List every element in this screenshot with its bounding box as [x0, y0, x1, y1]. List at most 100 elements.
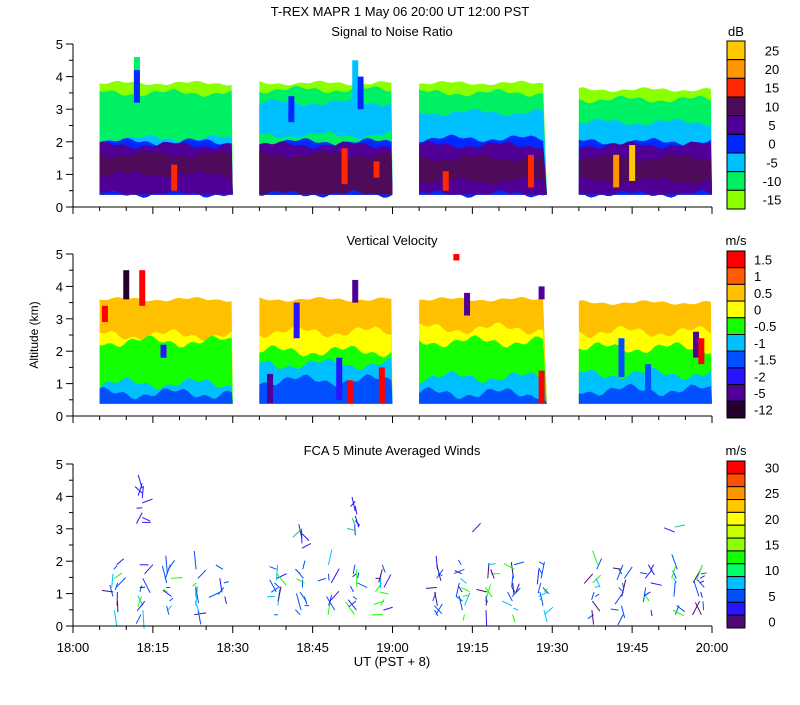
heatmap-feature [629, 145, 635, 181]
y-tick-label: 1 [56, 587, 63, 602]
heatmap-feature [139, 270, 145, 306]
colorbar-swatch [727, 474, 745, 487]
heatmap-feature [613, 155, 619, 188]
y-tick-label: 3 [56, 522, 63, 537]
colorbar-label: -10 [763, 174, 782, 189]
heatmap-feature [352, 280, 358, 303]
colorbar-swatch [727, 551, 745, 564]
wind-vector [303, 561, 305, 570]
wind-vector [328, 550, 331, 565]
wind-vector [162, 566, 166, 583]
wind-vector [675, 525, 685, 527]
wind-vector [458, 586, 462, 592]
colorbar-swatch [727, 268, 745, 285]
colorbar-swatch [727, 97, 745, 116]
colorbar-label: 0 [768, 137, 775, 152]
x-tick-label: 18:30 [216, 640, 249, 655]
wind-vector [477, 589, 488, 592]
wind-vector [114, 573, 122, 578]
wind-vector [458, 560, 461, 565]
wind-vector [166, 556, 168, 574]
colorbar-label: -0.5 [754, 319, 776, 334]
colorbar-label: 20 [765, 512, 779, 527]
colorbar-swatch [727, 301, 745, 318]
heatmap-feature [134, 70, 140, 103]
colorbar-label: 5 [768, 589, 775, 604]
colorbar-swatch [727, 368, 745, 385]
velocity-panel-title: Vertical Velocity [346, 233, 438, 248]
wind-vector [142, 517, 150, 521]
wind-vector [353, 597, 357, 600]
wind-vector [508, 592, 513, 601]
colorbar-swatch [727, 577, 745, 590]
y-tick-label: 3 [56, 102, 63, 117]
colorbar-swatch [727, 512, 745, 525]
wind-vector [514, 562, 524, 565]
figure-title: T-REX MAPR 1 May 06 20:00 UT 12:00 PST [271, 4, 529, 19]
wind-vector [463, 595, 469, 597]
wind-vector [328, 574, 329, 581]
y-tick-label: 3 [56, 312, 63, 327]
wind-vector [592, 601, 600, 611]
y-tick-label: 4 [56, 489, 63, 504]
heatmap-feature [123, 270, 129, 299]
colorbar-swatch [727, 615, 745, 628]
colorbar-label: 15 [765, 538, 779, 553]
colorbar-swatch [727, 116, 745, 135]
wind-vector [136, 513, 142, 524]
colorbar-label: -5 [754, 386, 766, 401]
wind-vector [358, 572, 359, 578]
winds-colorbar-unit: m/s [726, 443, 747, 458]
wind-vector [513, 615, 515, 623]
wind-vector [619, 587, 623, 591]
wind-vector [456, 583, 459, 597]
colorbar-label: 25 [765, 43, 779, 58]
wind-vector [198, 570, 206, 578]
colorbar-swatch [727, 172, 745, 191]
colorbar-label: -12 [754, 403, 773, 418]
heatmap-feature [464, 293, 470, 316]
wind-vector [114, 610, 116, 626]
wind-vector [274, 583, 280, 588]
wind-vector [674, 581, 675, 596]
wind-vector [224, 582, 229, 583]
colorbar-swatch [727, 461, 745, 474]
wind-vector [472, 523, 480, 532]
wind-vector [357, 583, 367, 588]
wind-vector [592, 610, 594, 624]
colorbar-swatch [727, 351, 745, 368]
winds-panel-title: FCA 5 Minute Averaged Winds [304, 443, 481, 458]
snr-panel-title: Signal to Noise Ratio [331, 24, 452, 39]
wind-vector [640, 573, 647, 574]
y-tick-label: 0 [56, 409, 63, 424]
y-tick-label: 2 [56, 554, 63, 569]
velocity-colorbar-unit: m/s [726, 233, 747, 248]
wind-vector [380, 592, 388, 594]
colorbar-label: 15 [765, 81, 779, 96]
wind-vector [112, 574, 113, 588]
wind-vector [664, 528, 674, 532]
wind-vector [672, 554, 677, 569]
wind-vector [488, 563, 489, 578]
wind-vector [465, 593, 470, 606]
colorbar-swatch [727, 500, 745, 513]
x-tick-label: 19:15 [456, 640, 489, 655]
y-tick-label: 1 [56, 377, 63, 392]
wind-vector [114, 566, 117, 570]
wind-vector [486, 610, 487, 625]
colorbar-swatch [727, 190, 745, 209]
wind-vector [145, 565, 153, 574]
x-tick-label: 18:45 [296, 640, 329, 655]
heatmap-feature [698, 338, 704, 364]
heatmap-feature [288, 96, 294, 122]
colorbar-swatch [727, 60, 745, 79]
wind-vector [544, 607, 553, 614]
x-axis-label: UT (PST + 8) [354, 654, 430, 669]
wind-vector [615, 592, 623, 604]
colorbar-swatch [727, 318, 745, 335]
wind-vector [623, 583, 624, 589]
heatmap-feature [645, 364, 651, 403]
heatmap-feature [267, 374, 273, 403]
wind-vector [353, 574, 356, 577]
wind-vector [195, 601, 200, 614]
